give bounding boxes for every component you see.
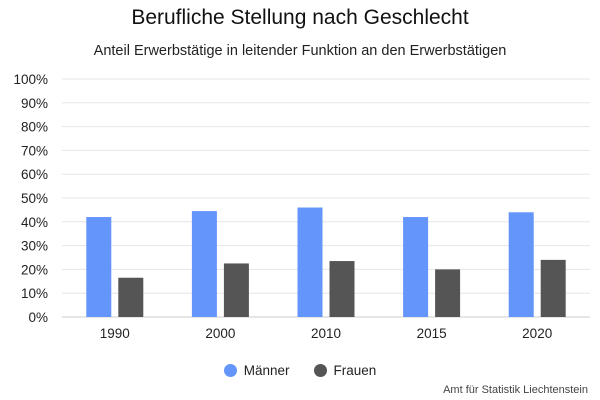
bar-frauen bbox=[435, 269, 461, 317]
legend-label-frauen: Frauen bbox=[333, 363, 377, 378]
y-tick-label: 40% bbox=[21, 215, 48, 230]
bar-frauen bbox=[118, 277, 144, 317]
bar-maenner bbox=[508, 212, 534, 317]
y-tick-label: 20% bbox=[21, 262, 48, 277]
bar-maenner bbox=[191, 211, 217, 317]
legend-item-frauen[interactable]: Frauen bbox=[313, 363, 377, 378]
bar-frauen bbox=[329, 261, 355, 317]
y-tick-label: 80% bbox=[21, 120, 48, 135]
chart-title: Berufliche Stellung nach Geschlecht bbox=[131, 6, 469, 29]
y-tick-label: 70% bbox=[21, 143, 48, 158]
y-tick-label: 50% bbox=[21, 191, 48, 206]
bar-maenner bbox=[297, 207, 323, 317]
x-tick-label: 2000 bbox=[205, 326, 235, 341]
x-tick-label: 2020 bbox=[522, 326, 552, 341]
legend-swatch-frauen bbox=[313, 364, 327, 377]
x-tick-label: 2010 bbox=[311, 326, 341, 341]
x-tick-label: 2015 bbox=[417, 326, 447, 341]
y-tick-label: 60% bbox=[21, 167, 48, 182]
legend-label-maenner: Männer bbox=[243, 363, 290, 378]
bar-frauen bbox=[540, 259, 566, 317]
chart-subtitle: Anteil Erwerbstätige in leitender Funkti… bbox=[93, 43, 507, 59]
y-tick-label: 100% bbox=[13, 72, 48, 87]
bar-maenner bbox=[403, 217, 429, 317]
y-tick-label: 10% bbox=[21, 286, 48, 301]
x-tick-label: 1990 bbox=[100, 326, 130, 341]
y-tick-label: 0% bbox=[28, 310, 48, 325]
source-note: Amt für Statistik Liechtenstein bbox=[443, 384, 588, 396]
bar-frauen bbox=[223, 263, 249, 317]
y-tick-label: 90% bbox=[21, 96, 48, 111]
legend: Männer Frauen bbox=[0, 363, 600, 378]
bar-maenner bbox=[86, 217, 112, 317]
y-tick-label: 30% bbox=[21, 239, 48, 254]
legend-item-maenner[interactable]: Männer bbox=[223, 363, 290, 378]
legend-swatch-maenner bbox=[223, 364, 237, 377]
